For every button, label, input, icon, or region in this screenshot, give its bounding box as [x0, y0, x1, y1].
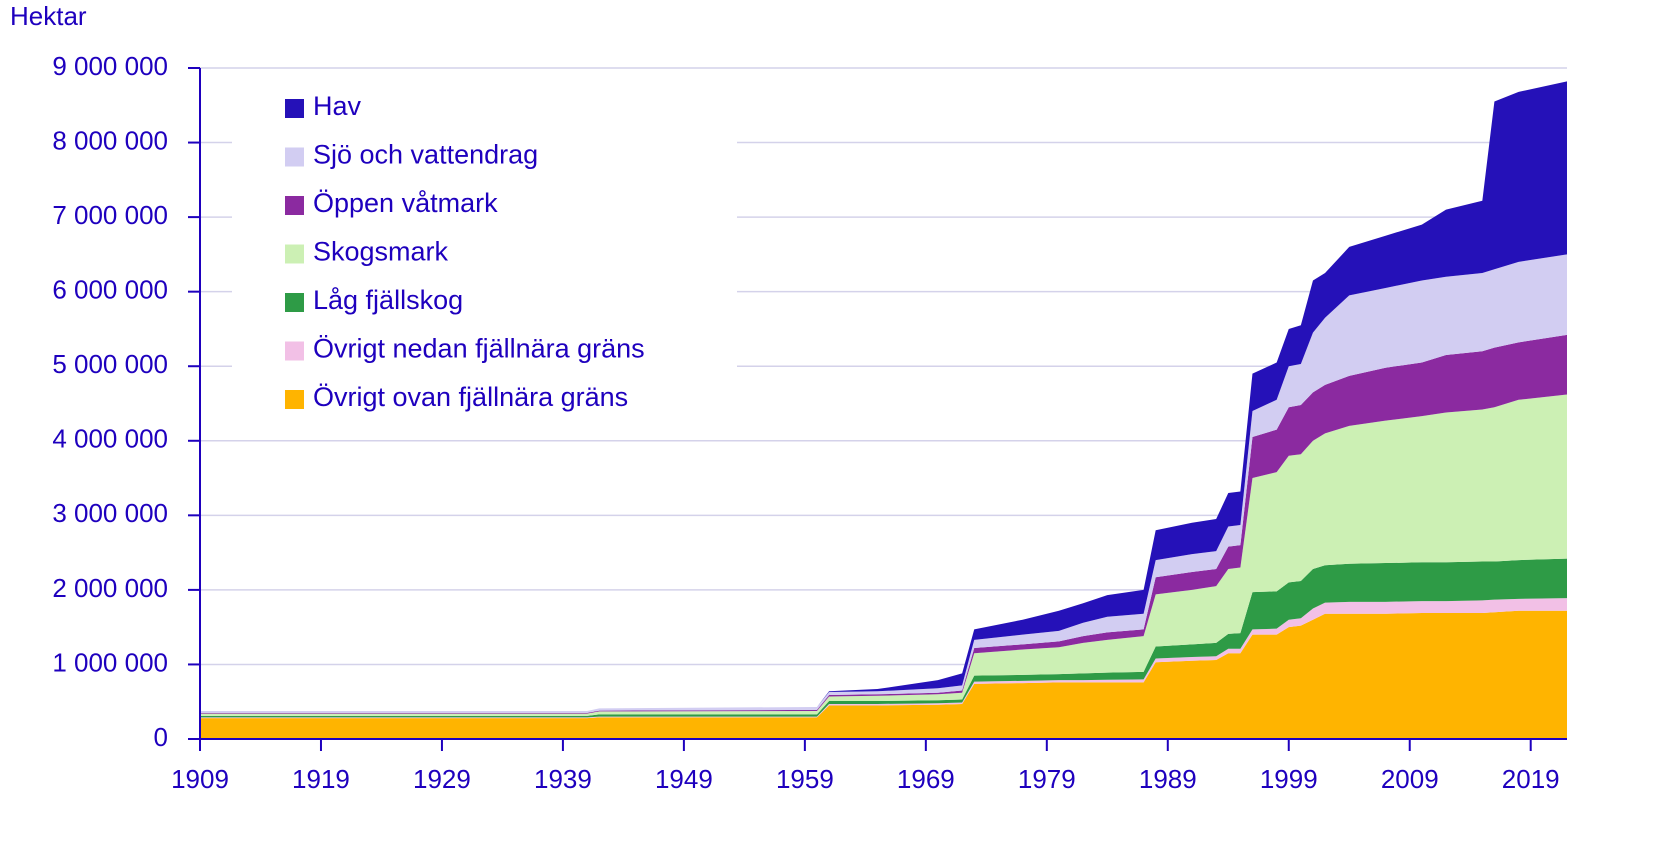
y-tick-label: 9 000 000	[52, 51, 168, 81]
y-tick-label: 2 000 000	[52, 573, 168, 603]
area	[200, 334, 1567, 714]
legend-swatch	[285, 196, 304, 215]
y-tick-label: 5 000 000	[52, 349, 168, 379]
x-tick-label: 1979	[1018, 764, 1076, 794]
area	[200, 598, 1567, 719]
legend-swatch	[285, 341, 304, 361]
legend-label: Övrigt nedan fjällnära gräns	[313, 334, 645, 364]
y-tick-label: 6 000 000	[52, 275, 168, 305]
y-tick-label: 7 000 000	[52, 200, 168, 230]
legend-swatch	[285, 244, 304, 264]
x-tick-label: 1959	[776, 764, 834, 794]
y-tick-label: 1 000 000	[52, 647, 168, 677]
x-tick-label: 2019	[1502, 764, 1560, 794]
y-tick-label: 8 000 000	[52, 125, 168, 155]
area	[200, 254, 1567, 713]
y-tick-label: 0	[154, 722, 168, 752]
x-tick-label: 1989	[1139, 764, 1197, 794]
legend-label: Övrigt ovan fjällnära gräns	[313, 382, 628, 412]
legend-label: Öppen våtmark	[313, 188, 498, 218]
x-tick-label: 1999	[1260, 764, 1318, 794]
x-tick-label: 1919	[292, 764, 350, 794]
y-axis-label: Hektar	[10, 1, 87, 31]
x-tick-label: 1969	[897, 764, 955, 794]
legend-label: Skogsmark	[313, 237, 449, 267]
x-tick-label: 1929	[413, 764, 471, 794]
y-tick-label: 4 000 000	[52, 424, 168, 454]
x-tick-label: 2009	[1381, 764, 1439, 794]
x-tick-label: 1909	[171, 764, 229, 794]
legend-swatch	[285, 293, 304, 312]
legend-swatch	[285, 390, 304, 409]
y-tick-label: 3 000 000	[52, 498, 168, 528]
x-tick-label: 1949	[655, 764, 713, 794]
legend-background	[232, 80, 737, 430]
legend-swatch	[285, 147, 304, 167]
area	[200, 558, 1567, 718]
legend-label: Sjö och vattendrag	[313, 140, 538, 170]
legend-swatch	[285, 99, 304, 118]
area	[200, 394, 1567, 716]
x-tick-label: 1939	[534, 764, 592, 794]
legend-label: Låg fjällskog	[313, 285, 463, 315]
legend-label: Hav	[313, 91, 362, 121]
area	[200, 610, 1567, 739]
